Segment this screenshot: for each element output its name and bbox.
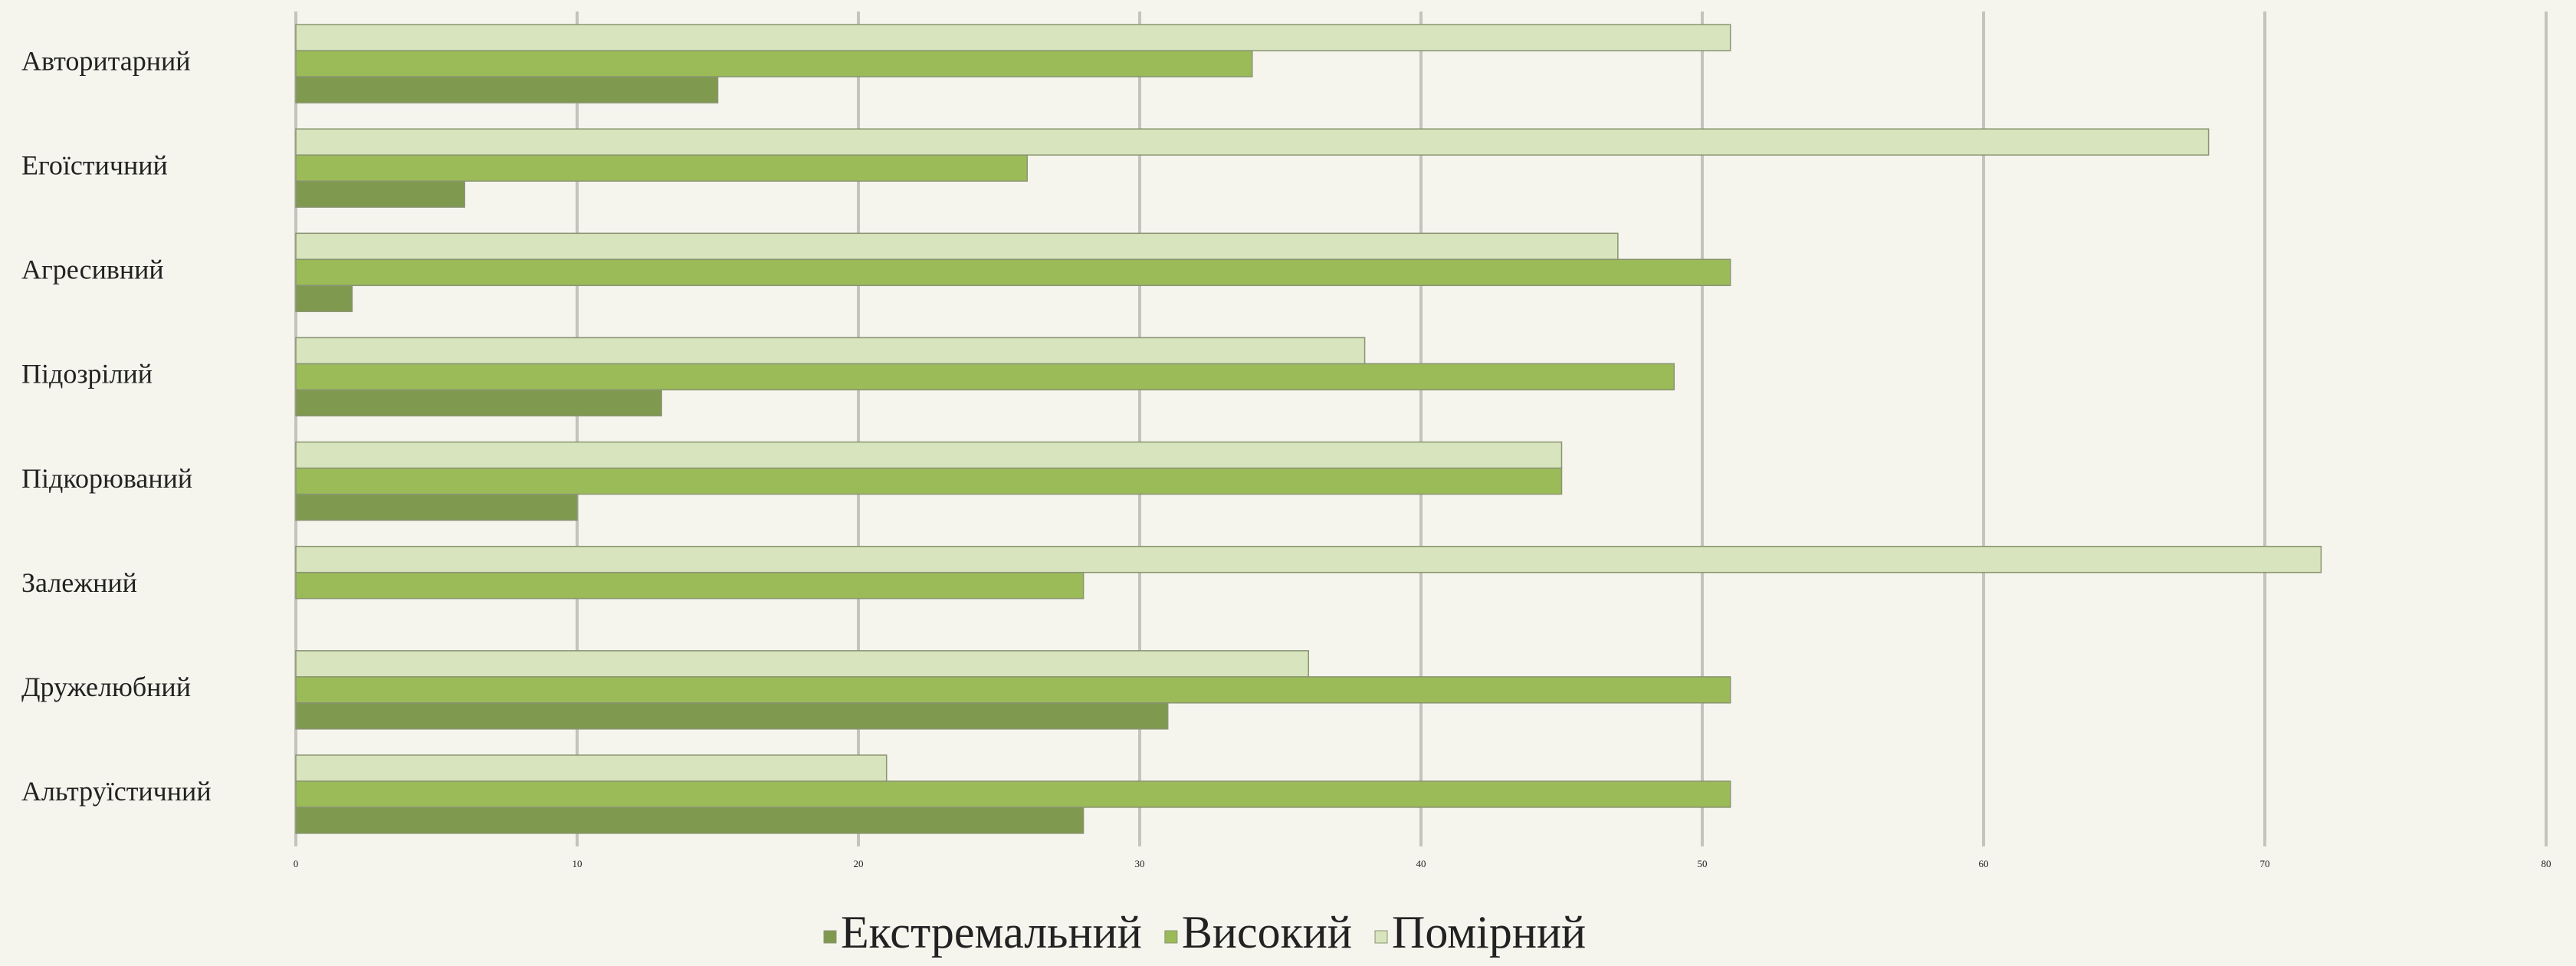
bar [295,50,1253,77]
bar [295,24,1731,51]
bar [295,258,1731,287]
bar [295,76,719,104]
bar [295,545,2322,573]
legend-label: Екстремальний [841,907,1142,958]
y-tick-label: Авторитарний [21,45,191,76]
y-tick-label: Підозрілий [21,359,153,389]
y-tick-label: Залежний [21,567,137,598]
bar [295,676,1731,704]
x-tick-label: 0 [294,858,299,869]
x-tick-label: 40 [1416,858,1426,869]
y-tick-label: Агресивний [21,255,164,285]
bar [295,363,1675,391]
bar [295,571,1085,600]
bar [295,180,465,208]
legend-label: Високий [1182,907,1352,958]
legend-swatch [1164,930,1178,944]
bar [295,154,1028,182]
x-tick-label: 10 [573,858,582,869]
bar [295,337,1366,365]
bar [295,780,1731,808]
bar [295,807,1085,834]
y-tick-label: Підкорюваний [21,463,192,494]
bar [295,702,1169,730]
x-tick-label: 20 [854,858,864,869]
legend-swatch [823,930,837,944]
y-tick-label: Егоїстичний [21,150,168,180]
x-tick-label: 50 [1698,858,1708,869]
legend-label: Помірний [1392,907,1586,958]
bar [295,284,353,313]
y-tick-label: Альтруїстичний [21,776,212,807]
bar [295,467,1563,495]
x-tick-label: 30 [1135,858,1145,869]
legend-swatch [1374,930,1388,944]
bar [295,493,578,521]
bar [295,232,1619,261]
bar [295,650,1309,678]
x-tick-label: 60 [1979,858,1989,869]
bar [295,389,662,417]
y-tick-label: Дружелюбний [21,672,191,702]
bar [295,441,1563,469]
bar [295,754,888,782]
bar [295,128,2210,156]
x-tick-label: 70 [2260,858,2270,869]
x-tick-label: 80 [2542,858,2551,869]
